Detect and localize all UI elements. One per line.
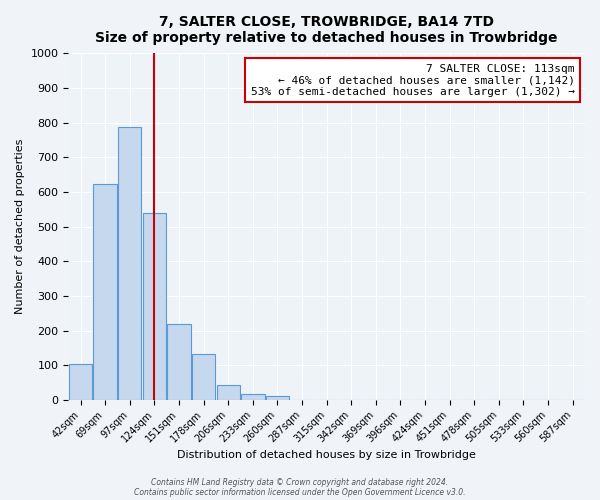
Bar xyxy=(94,184,117,400)
Text: 7 SALTER CLOSE: 113sqm
← 46% of detached houses are smaller (1,142)
53% of semi-: 7 SALTER CLOSE: 113sqm ← 46% of detached… xyxy=(251,64,575,97)
Bar xyxy=(217,385,240,400)
Bar xyxy=(118,127,142,400)
Bar xyxy=(143,212,166,400)
Title: 7, SALTER CLOSE, TROWBRIDGE, BA14 7TD
Size of property relative to detached hous: 7, SALTER CLOSE, TROWBRIDGE, BA14 7TD Si… xyxy=(95,15,558,45)
Text: Contains HM Land Registry data © Crown copyright and database right 2024.
Contai: Contains HM Land Registry data © Crown c… xyxy=(134,478,466,497)
Bar xyxy=(241,394,265,400)
Y-axis label: Number of detached properties: Number of detached properties xyxy=(15,139,25,314)
Bar xyxy=(69,364,92,400)
Bar xyxy=(167,324,191,400)
X-axis label: Distribution of detached houses by size in Trowbridge: Distribution of detached houses by size … xyxy=(177,450,476,460)
Bar xyxy=(266,396,289,400)
Bar xyxy=(192,354,215,400)
